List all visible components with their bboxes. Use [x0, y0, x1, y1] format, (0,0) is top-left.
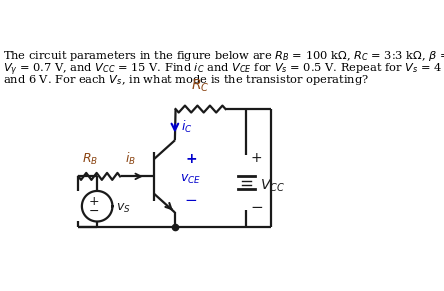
Text: $v_S$: $v_S$ [116, 202, 131, 215]
Text: −: − [250, 200, 263, 215]
Text: +: + [185, 152, 197, 166]
Text: $R_C$: $R_C$ [191, 78, 210, 95]
Text: The circuit parameters in the figure below are $R_B$ = 100 k$\Omega$, $R_C$ = 3:: The circuit parameters in the figure bel… [3, 49, 444, 63]
Text: $R_B$: $R_B$ [82, 152, 98, 167]
Text: and 6 V. For each $V_s$, in what mode is the transistor operating?: and 6 V. For each $V_s$, in what mode is… [3, 73, 369, 87]
Text: $v_{CE}$: $v_{CE}$ [180, 173, 202, 187]
Text: −: − [89, 205, 99, 218]
Text: $V_{CC}$: $V_{CC}$ [260, 178, 285, 194]
Text: −: − [184, 193, 197, 208]
Text: $i_B$: $i_B$ [125, 150, 136, 167]
Text: +: + [251, 151, 262, 165]
Text: $i_C$: $i_C$ [181, 119, 193, 135]
Text: +: + [89, 195, 100, 208]
Text: $V_\gamma$ = 0.7 V, and $V_{CC}$ = 15 V. Find $i_C$ and $V_{CE}$ for $V_s$ = 0.5: $V_\gamma$ = 0.7 V, and $V_{CC}$ = 15 V.… [3, 61, 444, 78]
